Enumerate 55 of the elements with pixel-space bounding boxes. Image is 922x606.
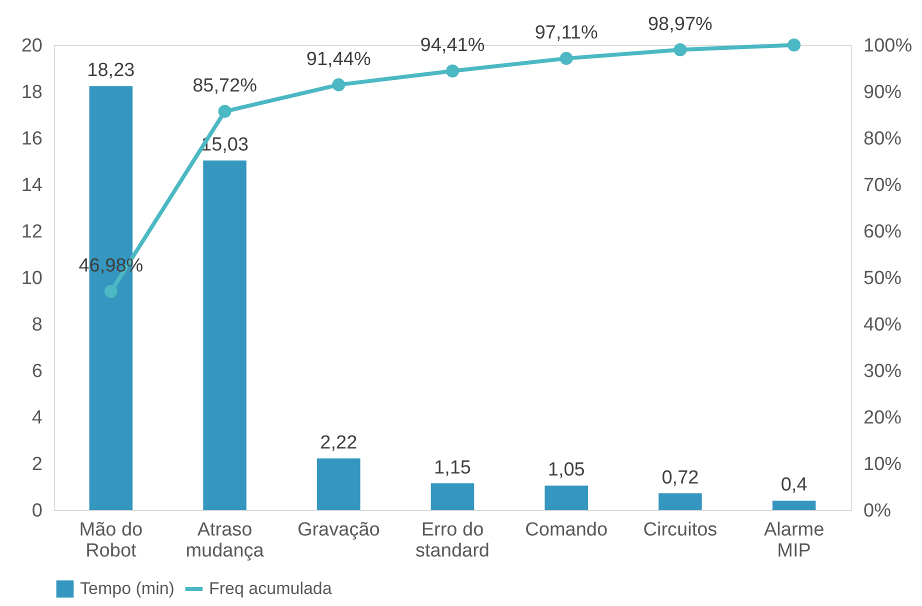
x-tick-label: Alarme MIP — [764, 520, 824, 562]
x-tick-label: Circuitos — [643, 520, 718, 540]
x-tick-label: Atraso mudança — [186, 520, 264, 562]
data-label: 0,72 — [662, 467, 699, 488]
point — [332, 78, 346, 92]
y-tick-label: 8 — [32, 314, 42, 336]
y-tick-label: 20 — [21, 36, 42, 56]
point — [446, 64, 460, 78]
y-tick-label: 10 — [21, 268, 42, 289]
bar — [658, 493, 702, 510]
y2-tick-label: 40% — [864, 314, 902, 336]
point — [104, 285, 118, 298]
y-tick-label: 12 — [21, 222, 42, 242]
y2-tick-label: 90% — [864, 82, 902, 103]
point — [674, 43, 687, 56]
data-label: 0,4 — [780, 474, 808, 496]
data-label: 1,05 — [548, 460, 585, 481]
bar — [203, 160, 246, 510]
x-tick-label: Mão do Robot — [79, 520, 143, 562]
y2-tick-label: 100% — [864, 36, 912, 56]
y2-tick-label: 0% — [864, 500, 892, 522]
bar — [430, 483, 474, 510]
y-tick-label: 14 — [21, 175, 43, 196]
data-label: 97,11% — [534, 22, 598, 44]
data-label: 85,72% — [192, 75, 258, 96]
bar — [772, 500, 816, 510]
data-label: 94,41% — [420, 34, 485, 56]
legend-label: Freq acumulada — [209, 579, 332, 598]
bar — [317, 458, 360, 510]
data-label: 18,23 — [87, 60, 135, 82]
y-tick-label: 6 — [32, 361, 42, 382]
y2-tick-label: 20% — [864, 408, 902, 428]
y-tick-label: 16 — [21, 128, 42, 150]
bar — [544, 486, 588, 510]
y2-tick-label: 50% — [864, 268, 902, 289]
data-label: 91,44% — [306, 48, 371, 70]
x-tick-label: Erro do standard — [416, 520, 490, 562]
point — [788, 38, 801, 52]
y2-tick-label: 70% — [864, 175, 902, 196]
y-tick-label: 4 — [32, 408, 43, 428]
y2-tick-label: 30% — [864, 361, 902, 382]
y-tick-label: 18 — [21, 82, 42, 103]
y2-tick-label: 60% — [864, 222, 902, 242]
x-tick-label: Gravação — [297, 520, 380, 540]
x-tick-label: Comando — [525, 520, 608, 540]
y-tick-label: 0 — [32, 500, 42, 522]
y2-tick-label: 10% — [864, 454, 902, 475]
legend-label: Tempo (min) — [80, 579, 174, 598]
data-label: 2,22 — [320, 432, 358, 454]
data-label: 1,15 — [434, 457, 471, 478]
point — [560, 52, 573, 65]
data-label: 98,97% — [648, 14, 713, 35]
y2-tick-label: 80% — [864, 128, 902, 150]
point — [218, 104, 232, 118]
y-tick-label: 2 — [32, 454, 42, 475]
